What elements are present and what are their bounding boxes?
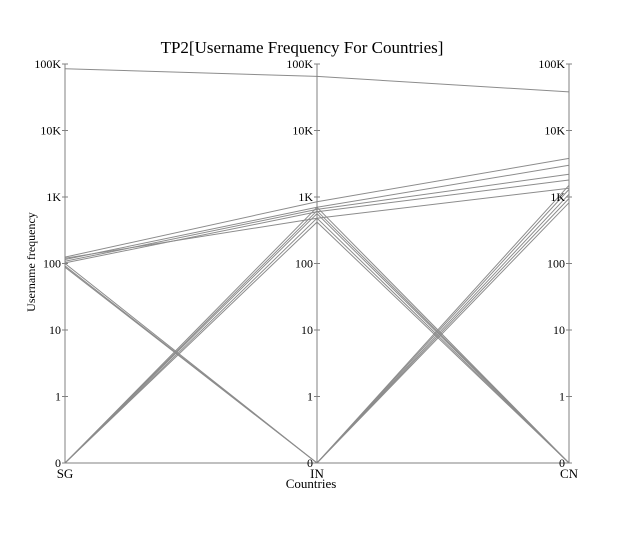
tick-label: 0 (307, 456, 313, 470)
tick-label: 0 (559, 456, 565, 470)
axis-sg: 0 1 10 100 1K 10K 100K SG (34, 57, 73, 481)
tick-label: 1 (55, 390, 61, 404)
axis-category-label: IN (310, 466, 324, 481)
chart-title: TP2[Username Frequency For Countries] (161, 38, 444, 57)
tick-label: 100K (286, 57, 313, 71)
tick-label: 1 (559, 390, 565, 404)
x-axis-label: Countries (286, 476, 337, 491)
tick-label: 100 (547, 257, 565, 271)
tick-label: 1K (46, 190, 61, 204)
tick-label: 10K (544, 124, 565, 138)
tick-label: 100 (295, 257, 313, 271)
tick-label: 10 (49, 323, 61, 337)
y-axis-label: Username frequency (24, 212, 38, 312)
tick-label: 10 (553, 323, 565, 337)
tick-label: 10K (40, 124, 61, 138)
tick-label: 100K (538, 57, 565, 71)
tick-label: 100 (43, 257, 61, 271)
axes-layer: 01101001K10K100KSG01101001K10K100KIN0110… (34, 57, 578, 481)
axis-in: 0 1 10 100 1K 10K 100K IN (286, 57, 324, 481)
tick-label: 10 (301, 323, 313, 337)
tick-label: 1K (550, 190, 565, 204)
axis-category-label: SG (57, 466, 74, 481)
tick-label: 1 (307, 390, 313, 404)
axis-cn: 0 1 10 100 1K 10K 100K CN (538, 57, 578, 481)
tick-label: 1K (298, 190, 313, 204)
tick-label: 100K (34, 57, 61, 71)
axis-category-label: CN (560, 466, 579, 481)
tick-label: 10K (292, 124, 313, 138)
tick-label: 0 (55, 456, 61, 470)
